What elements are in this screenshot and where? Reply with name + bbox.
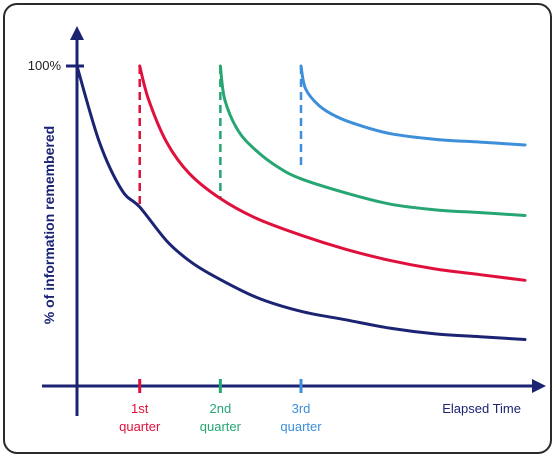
series-line-3 <box>218 64 527 217</box>
chart-frame <box>3 3 552 454</box>
x-tick-label-2-line1: 2nd <box>210 401 232 416</box>
y-tick-label-100: 100% <box>28 58 62 73</box>
x-axis-label: Elapsed Time <box>442 401 521 416</box>
x-tick-label-3-line2: quarter <box>280 419 322 434</box>
series-line-4 <box>299 64 527 147</box>
x-tick-group: 1st quarter 2nd quarter 3rd quarter <box>119 379 322 434</box>
y-axis-label: % of information remembered <box>41 126 57 324</box>
chart-marks <box>75 64 527 342</box>
x-tick-label-3-line1: 3rd <box>292 401 311 416</box>
x-axis-arrow <box>532 379 546 393</box>
x-tick-label-1-line1: 1st <box>131 401 149 416</box>
x-tick-label-2-line2: quarter <box>200 419 242 434</box>
series-line-2 <box>138 64 527 282</box>
y-axis-arrow <box>70 26 84 40</box>
series-line-1 <box>75 64 527 342</box>
x-tick-label-1-line2: quarter <box>119 419 161 434</box>
